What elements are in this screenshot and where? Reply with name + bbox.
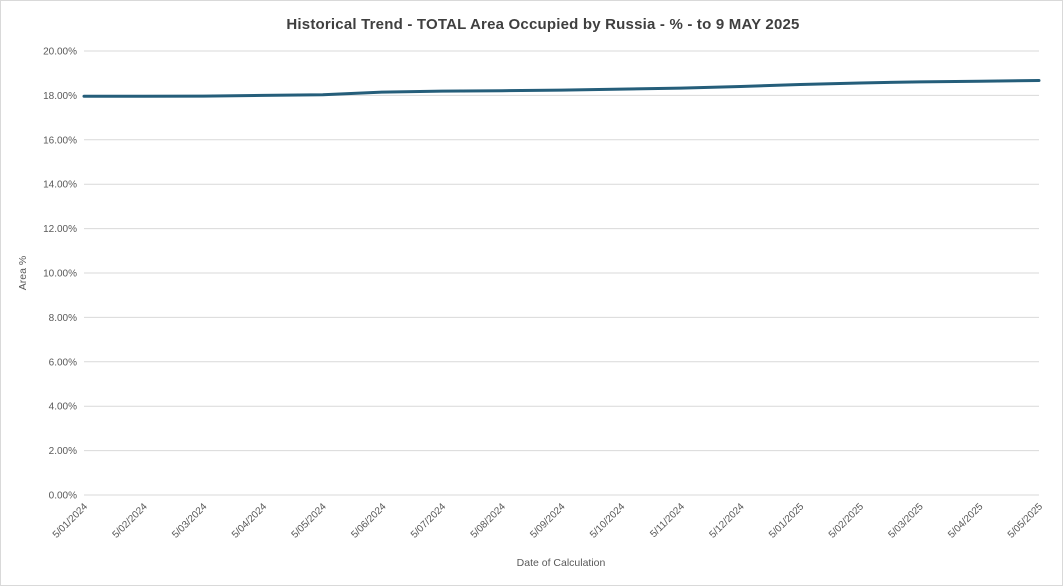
y-tick-label: 16.00% xyxy=(43,135,77,146)
y-tick-label: 12.00% xyxy=(43,224,77,235)
x-tick-label: 5/01/2025 xyxy=(767,501,807,541)
x-tick-label: 5/03/2024 xyxy=(170,501,210,541)
y-tick-label: 18.00% xyxy=(43,91,77,102)
y-tick-label: 2.00% xyxy=(49,446,77,457)
x-tick-label: 5/02/2025 xyxy=(827,501,867,541)
y-tick-label: 8.00% xyxy=(49,313,77,324)
x-tick-label: 5/08/2024 xyxy=(469,501,509,541)
chart-title: Historical Trend - TOTAL Area Occupied b… xyxy=(286,16,799,33)
y-axis-title: Area % xyxy=(17,256,29,290)
x-tick-label: 5/05/2024 xyxy=(290,501,330,541)
x-tick-label: 5/04/2025 xyxy=(946,501,986,541)
y-axis-tick-labels: 0.00% 2.00% 4.00% 6.00% 8.00% 10.00% 12.00% 14.… xyxy=(43,47,77,502)
x-tick-label: 5/07/2024 xyxy=(409,501,449,541)
y-tick-label: 10.00% xyxy=(43,269,77,280)
x-tick-label: 5/10/2024 xyxy=(588,501,628,541)
x-tick-label: 5/04/2024 xyxy=(230,501,270,541)
x-tick-label: 5/12/2024 xyxy=(707,501,747,541)
x-tick-label: 5/06/2024 xyxy=(349,501,389,541)
x-tick-label: 5/02/2024 xyxy=(111,501,151,541)
x-tick-label: 5/09/2024 xyxy=(528,501,568,541)
y-tick-label: 0.00% xyxy=(49,491,77,502)
x-tick-label: 5/03/2025 xyxy=(887,501,927,541)
x-tick-label: 5/11/2024 xyxy=(648,501,687,540)
gridlines xyxy=(84,50,1039,496)
x-tick-label: 5/01/2024 xyxy=(51,501,91,541)
y-tick-label: 20.00% xyxy=(43,47,77,58)
x-axis-tick-labels: 5/01/2024 5/02/2024 5/03/2024 5/04/2024 5/05… xyxy=(51,501,1046,541)
y-tick-label: 4.00% xyxy=(49,402,77,413)
trend-line xyxy=(82,79,1041,98)
x-tick-label: 5/05/2025 xyxy=(1006,501,1046,541)
x-axis-title: Date of Calculation xyxy=(517,557,606,569)
y-tick-label: 14.00% xyxy=(43,180,77,191)
y-tick-label: 6.00% xyxy=(49,357,77,368)
